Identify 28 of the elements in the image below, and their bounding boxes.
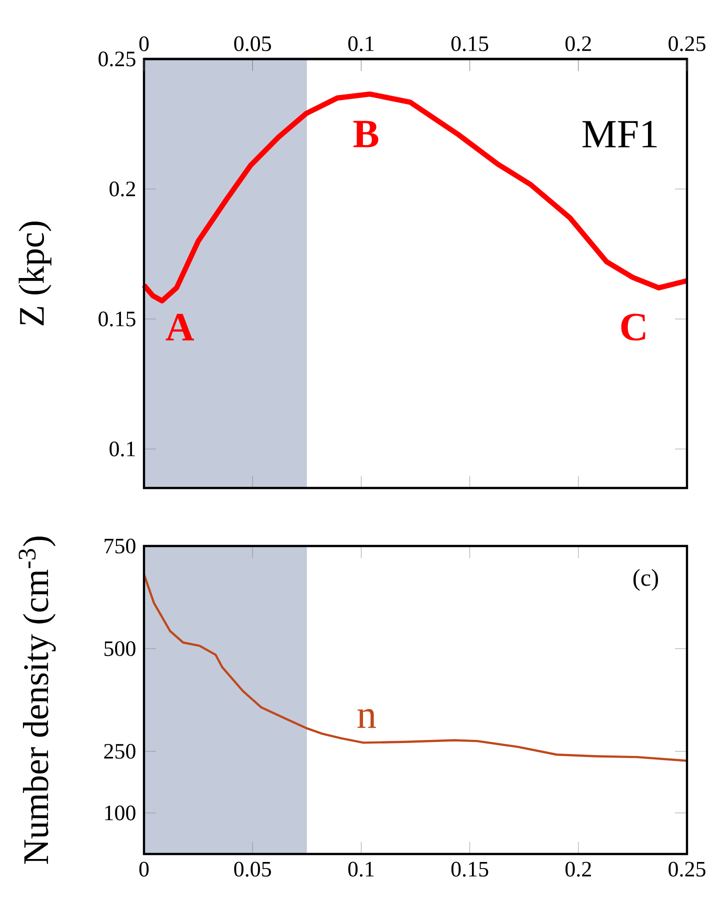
y-tick-label: 500 [104, 641, 136, 656]
x-tick-label: 0.15 [451, 862, 488, 877]
x-tick-label: 0.1 [348, 862, 374, 877]
y-tick-label: 750 [104, 538, 136, 554]
annotation: n [358, 709, 376, 728]
annotation: (c) [633, 569, 658, 591]
y-tick-label: 0.1 [110, 442, 135, 456]
y-axis-title: Number density (cm$^{-3}$) [18, 536, 56, 864]
y-axis-title: Z (kpc) [18, 222, 52, 326]
x2-tick-label: 0.25 [668, 36, 706, 52]
x-tick-label: 0 [139, 862, 149, 877]
x2-tick-label: 0 [139, 36, 149, 52]
y-tick-label: 0.2 [110, 182, 136, 196]
annotation: MF1 [582, 120, 657, 148]
x2-tick-label: 0.2 [566, 36, 591, 52]
annotation: C [621, 314, 646, 341]
annotation: A [166, 314, 194, 340]
x2-tick-label: 0.15 [451, 36, 488, 52]
x-tick-label: 0.25 [668, 862, 706, 877]
annotation: B [353, 120, 378, 148]
x-tick-label: 0.2 [565, 862, 591, 877]
y-tick-label: 250 [104, 744, 136, 759]
y-tick-label: 0.25 [98, 52, 136, 66]
y-tick-label: 100 [105, 806, 136, 820]
y-tick-label: 0.15 [98, 312, 136, 326]
x2-tick-label: 0.1 [348, 36, 374, 52]
x-tick-label: 0.05 [234, 862, 271, 877]
x2-tick-label: 0.05 [234, 36, 271, 52]
